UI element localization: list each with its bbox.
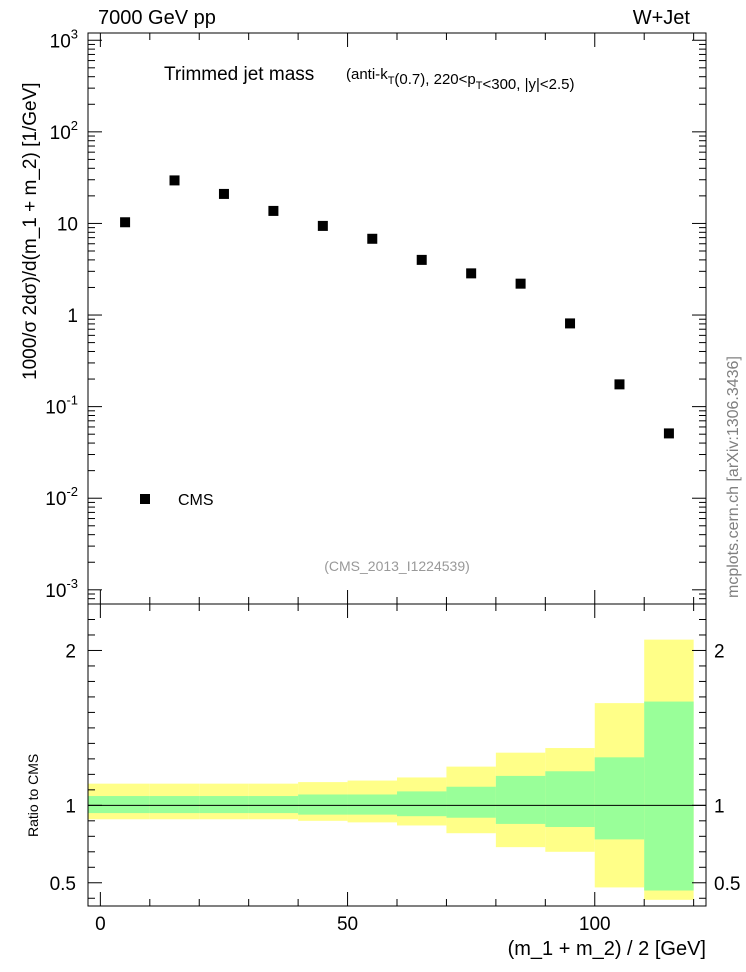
legend-marker-cms (140, 494, 150, 504)
ratio-y-tick-label-right: 1 (714, 796, 725, 817)
main-y-tick-label: 1 (67, 306, 78, 327)
analysis-watermark: (CMS_2013_I1224539) (324, 558, 470, 574)
data-point-cms (218, 188, 229, 199)
x-tick-label: 0 (95, 914, 106, 935)
data-point-cms (169, 175, 180, 186)
data-point-cms (565, 318, 576, 329)
main-y-tick-label: 10-3 (45, 576, 78, 602)
main-y-axis-label: 1000/σ 2dσ)/d(m_1 + m_2) [1/GeV] (20, 82, 41, 380)
main-y-tick-label: 10 (57, 214, 78, 235)
ratio-y-tick-label-right: 0.5 (714, 874, 740, 895)
main-y-tick-label: 102 (50, 118, 78, 144)
header-process-label: W+Jet (633, 7, 691, 29)
header-energy-label: 7000 GeV pp (98, 7, 216, 29)
data-point-cms (614, 379, 625, 390)
ratio-band-stat-bin (495, 775, 546, 824)
plot-title: Trimmed jet mass (164, 64, 314, 85)
ratio-y-tick-label-left: 0.5 (50, 874, 76, 895)
arxiv-side-label: mcplots.cern.ch [arXiv:1306.3436] (725, 356, 742, 598)
data-point-cms (515, 278, 526, 289)
data-point-cms (663, 428, 674, 439)
main-y-tick-label: 10-1 (45, 393, 78, 419)
ratio-band-stat-bin (545, 771, 595, 828)
data-point-cms (120, 217, 131, 228)
ratio-band-stat-bin (397, 791, 447, 817)
ratio-band-stat-bin (347, 794, 397, 815)
x-axis-label: (m_1 + m_2) / 2 [GeV] (508, 938, 706, 960)
ratio-band-stat-bin (199, 796, 249, 814)
ratio-y-tick-label-left: 1 (65, 796, 76, 817)
ratio-band-stat-bin (88, 796, 150, 814)
ratio-y-tick-label-right: 2 (714, 641, 725, 662)
legend-label-cms: CMS (178, 492, 214, 509)
ratio-band-stat-bin (644, 701, 694, 891)
data-point-cms (317, 220, 328, 231)
data-point-cms (268, 205, 279, 216)
ratio-y-axis-label: Ratio to CMS (25, 754, 41, 837)
ratio-y-tick-label-left: 2 (65, 641, 76, 662)
ratio-band-stat-bin (298, 794, 348, 815)
main-axes-layer: 10-3 10-2 10-1 1 10 102 103 (45, 26, 707, 605)
main-y-tick-label: 103 (50, 26, 78, 52)
plot-subtitle: (anti-kT(0.7), 220<pT<300, |y|<2.5) (346, 66, 575, 93)
ratio-band-stat-bin (594, 757, 645, 840)
main-y-tick-label: 10-2 (45, 484, 78, 510)
ratio-bands-layer (88, 639, 694, 900)
data-point-cms (416, 254, 427, 265)
main-points-layer (120, 175, 674, 439)
main-frame (87, 32, 707, 605)
ratio-band-stat-bin (446, 786, 496, 818)
ratio-band-stat-bin (248, 796, 299, 814)
data-point-cms (466, 268, 477, 279)
ratio-band-stat-bin (149, 796, 200, 814)
x-tick-label: 100 (579, 914, 611, 935)
x-tick-label: 50 (337, 914, 358, 935)
data-point-cms (367, 233, 378, 244)
